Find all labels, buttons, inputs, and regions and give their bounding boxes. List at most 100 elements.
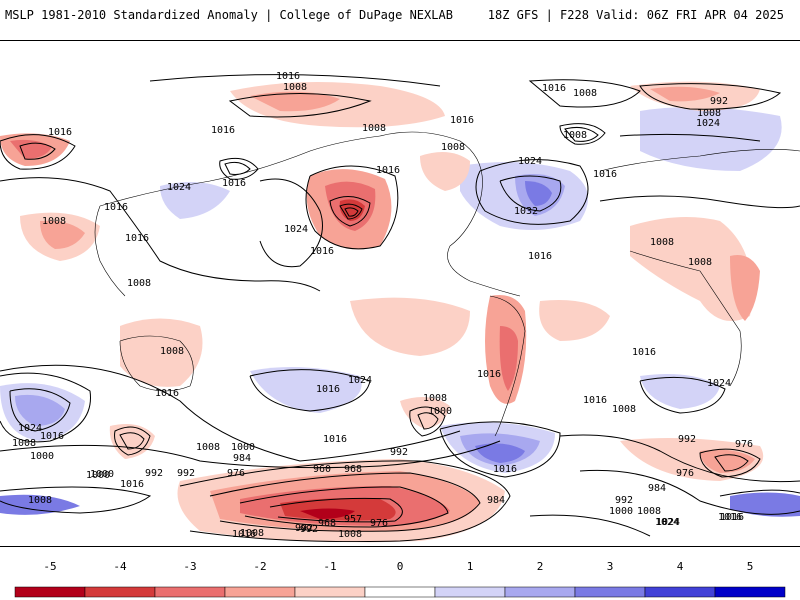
- isobar-label: 1008: [441, 142, 465, 153]
- isobar-label: 1016: [222, 178, 246, 189]
- colorbar-tick-label: 3: [606, 560, 614, 573]
- map-canvas: 1016 1008 1016 1008 992 1008 1024 1016 1…: [0, 71, 800, 543]
- isobar-label: 976: [370, 518, 388, 529]
- isobar-label: 1008: [42, 216, 66, 227]
- isobar-label: 1008: [240, 528, 264, 539]
- isobar-label: 1032: [514, 206, 538, 217]
- isobar-label: 1016: [211, 125, 235, 136]
- isobar-label: 1008: [650, 237, 674, 248]
- colorbar-segment: [364, 586, 436, 598]
- isobar-label: 1016: [528, 251, 552, 262]
- isobar-label: 992: [177, 468, 195, 479]
- colorbar-segment: [504, 586, 576, 598]
- colorbar-tick-label: 5: [746, 560, 754, 573]
- colorbar-tick-label: -2: [253, 560, 267, 573]
- isobar-label: 992: [295, 523, 313, 534]
- header: MSLP 1981-2010 Standardized Anomaly | Co…: [0, 0, 800, 40]
- isobar-label: 1024: [167, 182, 191, 193]
- colorbar-labels: -5 -4 -3 -2 -1 0 1 2 3 4 5: [0, 560, 800, 574]
- colorbar-segment: [294, 586, 366, 598]
- isobar-label: 1000: [30, 451, 54, 462]
- isobar-label: 1008: [283, 82, 307, 93]
- anomaly-shading: [0, 81, 800, 543]
- isobar-label: 1016: [542, 83, 566, 94]
- isobar-label: 992: [300, 524, 318, 535]
- isobar-label: 1008: [12, 438, 36, 449]
- isobar-label: 1016: [155, 388, 179, 399]
- isobar-label: 1000: [90, 469, 114, 480]
- isobar-label: 1008: [563, 130, 587, 141]
- isobar-label: 1016: [232, 529, 256, 540]
- colorbar: -5 -4 -3 -2 -1 0 1 2 3 4 5: [0, 560, 800, 600]
- isobar-label: 1008: [697, 108, 721, 119]
- isobar-label: 1000: [609, 506, 633, 517]
- colorbar-scale: [14, 586, 786, 598]
- isobar-label: 1016: [310, 246, 334, 257]
- colorbar-segment: [434, 586, 506, 598]
- isobar-label: 1016: [376, 165, 400, 176]
- isobar-label: 1016: [276, 71, 300, 82]
- isobar-label: 1016: [493, 464, 517, 475]
- isobar-label: 1016: [316, 384, 340, 395]
- isobar-label: 1008: [423, 393, 447, 404]
- isobar-label: 1024: [656, 517, 680, 528]
- coastlines: [94, 131, 800, 437]
- isobars: [0, 74, 800, 543]
- isobar-label: 1000: [428, 406, 452, 417]
- isobar-label: 1024: [348, 375, 372, 386]
- colorbar-segment: [84, 586, 156, 598]
- isobar-label: 1008: [28, 495, 52, 506]
- isobar-label: 1016: [40, 431, 64, 442]
- colorbar-segment: [574, 586, 646, 598]
- isobar-label: 1008: [688, 257, 712, 268]
- isobar-label: 976: [735, 439, 753, 450]
- isobar-label: 1016: [48, 127, 72, 138]
- isobar-label: 992: [615, 495, 633, 506]
- isobar-label: 984: [648, 483, 666, 494]
- isobar-label: 1016: [125, 233, 149, 244]
- isobar-label: 984: [233, 453, 251, 464]
- colorbar-tick-label: 0: [396, 560, 404, 573]
- isobar-label: 1016: [720, 512, 744, 523]
- colorbar-tick-label: 4: [676, 560, 684, 573]
- colorbar-tick-label: -3: [183, 560, 197, 573]
- colorbar-segment: [154, 586, 226, 598]
- colorbar-segment: [644, 586, 716, 598]
- anomaly-map: 1016 1008 1016 1008 992 1008 1024 1016 1…: [0, 40, 800, 547]
- isobar-label: 1000: [231, 442, 255, 453]
- colorbar-tick-label: 1: [466, 560, 474, 573]
- isobar-label: 1008: [127, 278, 151, 289]
- isobar-labels: 1016 1008 1016 1008 992 1008 1024 1016 1…: [12, 71, 753, 540]
- isobar-label: 976: [227, 468, 245, 479]
- colorbar-tick-label: -4: [113, 560, 127, 573]
- isobar-label: 1000: [86, 470, 110, 481]
- isobar-label: 968: [318, 518, 336, 529]
- isobar-label: 1024: [696, 118, 720, 129]
- model-valid-time: 18Z GFS | F228 Valid: 06Z FRI APR 04 202…: [487, 8, 784, 22]
- isobar-label: 1016: [593, 169, 617, 180]
- isobar-label: 957: [344, 514, 362, 525]
- isobar-label: 1024: [18, 423, 42, 434]
- isobar-label: 992: [678, 434, 696, 445]
- colorbar-tick-label: -5: [43, 560, 57, 573]
- colorbar-tick-label: 2: [536, 560, 544, 573]
- isobar-label: 960: [313, 464, 331, 475]
- isobar-label: 1024: [518, 156, 542, 167]
- isobar-label: 968: [344, 464, 362, 475]
- isobar-label: 992: [710, 96, 728, 107]
- isobar-label: 1008: [573, 88, 597, 99]
- colorbar-segment: [14, 586, 86, 598]
- isobar-label: 1008: [196, 442, 220, 453]
- isobar-label: 1016: [632, 347, 656, 358]
- isobar-label: 1016: [583, 395, 607, 406]
- isobar-label: 1008: [612, 404, 636, 415]
- isobar-label: 1024: [655, 517, 679, 528]
- isobar-label: 992: [390, 447, 408, 458]
- isobar-label: 1016: [120, 479, 144, 490]
- colorbar-segment: [224, 586, 296, 598]
- isobar-label: 1024: [707, 378, 731, 389]
- isobar-label: 1016: [477, 369, 501, 380]
- isobar-label: 1024: [284, 224, 308, 235]
- isobar-label: 1016: [450, 115, 474, 126]
- isobar-label: 1008: [362, 123, 386, 134]
